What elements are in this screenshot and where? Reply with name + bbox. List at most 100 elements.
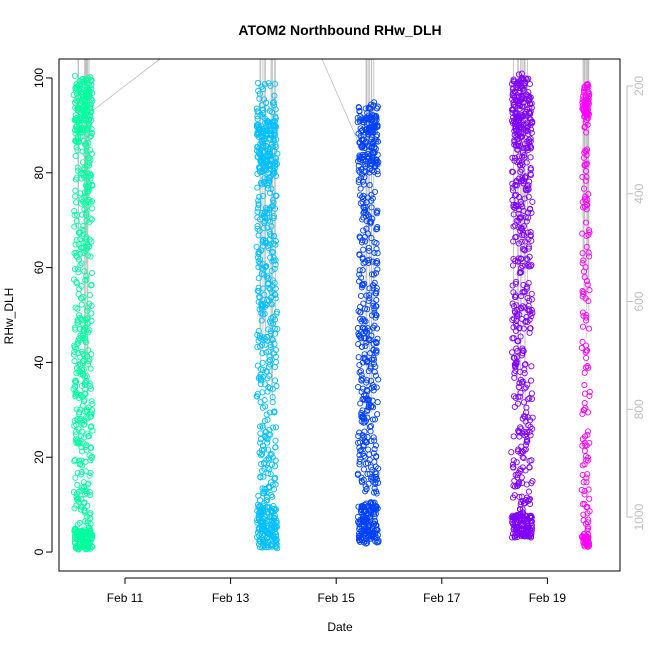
data-point — [355, 104, 362, 111]
data-point — [360, 204, 367, 211]
data-point — [75, 533, 82, 540]
data-point — [583, 243, 590, 250]
data-point — [364, 388, 371, 395]
data-point — [509, 184, 516, 191]
data-point — [88, 398, 95, 405]
data-point — [517, 143, 524, 150]
data-point — [508, 117, 516, 124]
data-point — [519, 454, 526, 461]
data-point — [78, 76, 85, 83]
data-point — [84, 189, 91, 196]
data-point — [371, 279, 378, 286]
data-point — [521, 516, 528, 523]
data-point — [519, 347, 527, 354]
data-point — [513, 191, 520, 198]
data-point — [83, 276, 90, 283]
data-point — [365, 404, 372, 411]
data-point — [255, 275, 262, 282]
data-point — [266, 228, 273, 235]
data-point — [374, 335, 381, 342]
data-point — [268, 335, 275, 343]
data-point — [267, 470, 274, 478]
data-point — [256, 95, 263, 102]
data-point — [525, 185, 532, 192]
data-point — [509, 180, 516, 187]
data-point — [525, 193, 532, 200]
data-point — [258, 450, 266, 457]
data-point — [77, 190, 84, 197]
data-point — [510, 464, 517, 471]
data-point — [254, 214, 261, 221]
data-point — [73, 174, 80, 181]
data-point — [527, 170, 534, 178]
data-point — [529, 425, 536, 432]
data-point — [259, 422, 266, 429]
data-point — [581, 274, 588, 281]
data-point — [269, 336, 276, 343]
x-tick-label: Feb 15 — [318, 591, 356, 605]
data-point — [360, 506, 367, 513]
data-point — [515, 153, 522, 160]
data-point — [518, 499, 525, 506]
data-point — [356, 461, 363, 468]
data-point — [510, 101, 517, 108]
data-point — [75, 426, 82, 433]
x-axis-label: Date — [327, 620, 353, 634]
data-point — [375, 376, 382, 383]
data-point — [264, 206, 271, 213]
data-point — [74, 164, 81, 171]
data-point — [74, 266, 81, 273]
data-point — [526, 496, 533, 503]
data-point — [528, 514, 535, 522]
data-point — [374, 266, 381, 273]
data-point — [528, 363, 535, 370]
data-point — [585, 486, 592, 493]
data-point — [83, 546, 90, 553]
data-point — [583, 317, 590, 324]
data-point — [521, 361, 528, 368]
data-point — [528, 261, 535, 268]
data-point — [583, 173, 590, 180]
data-point — [366, 126, 373, 133]
data-point — [516, 380, 523, 387]
data-point — [578, 344, 585, 351]
data-point — [585, 516, 592, 523]
data-point — [272, 353, 279, 360]
data-point — [265, 121, 272, 128]
data-point — [371, 416, 379, 423]
data-point — [81, 434, 88, 441]
data-point — [517, 304, 524, 311]
data-point — [265, 80, 272, 87]
data-point — [527, 165, 534, 172]
data-point — [75, 94, 82, 101]
data-point — [526, 95, 533, 102]
data-point — [262, 335, 269, 342]
data-point — [269, 399, 276, 406]
data-point — [83, 147, 90, 154]
data-point — [373, 470, 380, 477]
data-point — [81, 206, 88, 213]
data-point — [272, 543, 279, 550]
data-point — [259, 404, 266, 411]
data-point — [74, 469, 81, 476]
data-point — [263, 349, 270, 356]
data-point — [525, 245, 532, 252]
data-point — [524, 533, 531, 540]
data-point — [264, 439, 271, 446]
data-point — [582, 264, 589, 271]
data-point — [260, 285, 267, 292]
data-point — [76, 409, 83, 416]
data-point — [89, 427, 96, 434]
data-point — [74, 147, 81, 154]
data-point — [366, 423, 373, 431]
data-point — [266, 146, 273, 153]
data-point — [364, 211, 371, 218]
data-point — [72, 326, 79, 333]
data-point — [255, 200, 262, 207]
data-point — [359, 324, 366, 331]
data-point — [76, 440, 83, 447]
y2-tick-label: 1000 — [632, 503, 646, 530]
data-point — [355, 167, 362, 174]
data-point — [88, 150, 95, 157]
